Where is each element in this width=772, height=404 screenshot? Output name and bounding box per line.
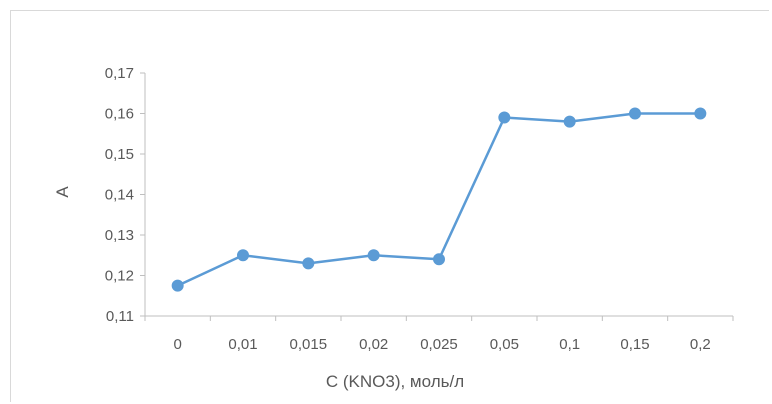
x-tick-label: 0,15 [620,336,649,353]
chart-area [10,10,769,402]
data-point [237,249,249,262]
x-tick-label: 0,025 [420,336,458,353]
x-tick-label: 0,01 [228,336,257,353]
y-tick-label: 0,16 [105,106,134,123]
data-point [433,253,445,266]
data-point [498,111,511,124]
data-point [367,249,380,262]
data-point [629,107,641,120]
x-tick-label: 0,1 [559,336,580,353]
y-tick-label: 0,14 [105,187,134,204]
x-tick-label: 0,02 [359,336,388,353]
y-tick-label: 0,12 [105,268,134,285]
data-point [171,279,184,292]
x-tick-label: 0,015 [290,336,328,353]
y-tick-label: 0,13 [105,227,134,244]
y-tick-label: 0,15 [105,146,134,163]
x-axis-title: C (KNO3), моль/л [326,372,464,391]
series-layer [171,107,707,292]
y-axis-title: A [53,186,72,198]
data-point [694,107,707,120]
x-tick-label: 0,2 [690,336,711,353]
data-point [302,257,315,270]
y-tick-label: 0,17 [105,65,134,82]
y-tick-label: 0,11 [106,308,134,325]
x-tick-label: 0 [173,336,181,353]
x-axis: 0 0,01 0,015 0,02 0,025 0,05 0,1 0,15 0,2 [144,315,734,353]
data-point [563,115,576,128]
y-axis: 0,11 0,12 0,13 0,14 0,15 0,16 0,17 [105,65,146,325]
x-tick-label: 0,05 [490,336,519,353]
